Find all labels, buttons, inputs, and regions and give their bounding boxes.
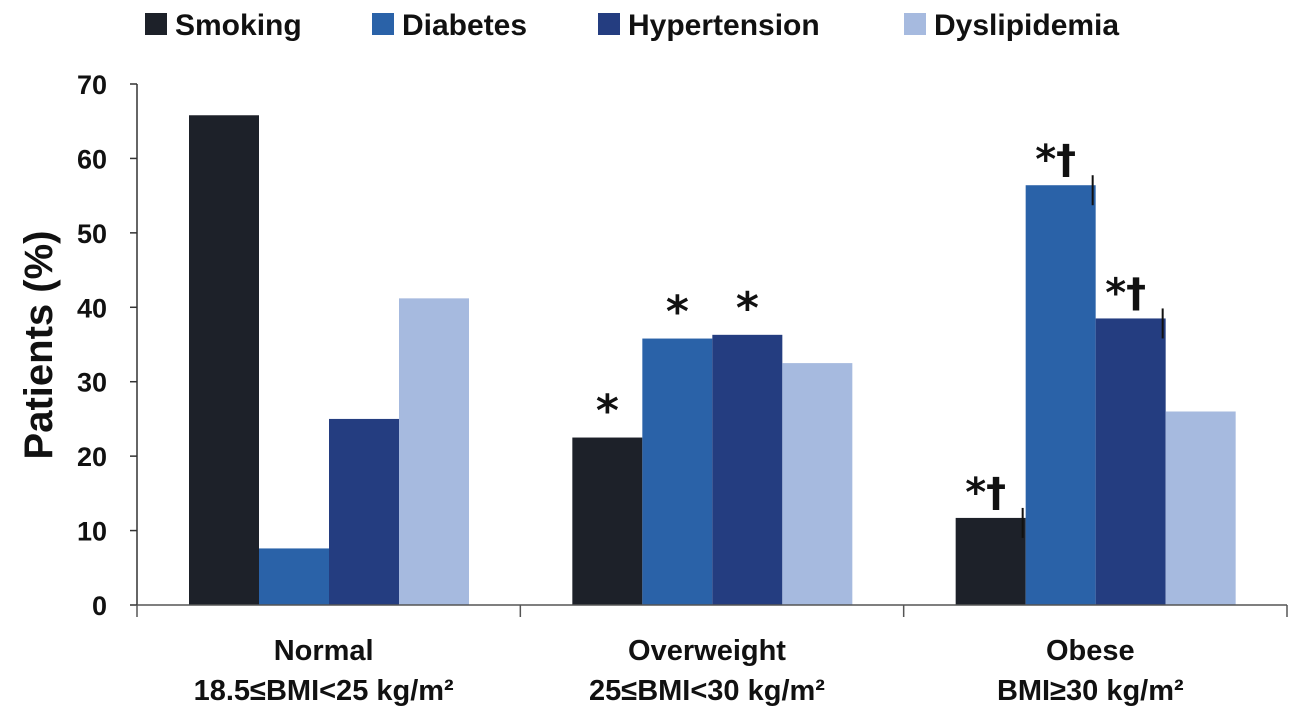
legend-label-hypertension: Hypertension <box>628 9 820 42</box>
category-label-1: Overweight <box>628 635 786 667</box>
legend-label-smoking: Smoking <box>175 9 302 42</box>
bars <box>189 115 1236 606</box>
bar-hypertension-1 <box>712 334 783 605</box>
y-tick-label: 20 <box>77 442 107 472</box>
legend: Smoking Diabetes Hypertension Dyslipidemia <box>145 9 1119 42</box>
bar-hypertension-0 <box>329 418 399 605</box>
y-tick-label: 30 <box>77 368 107 398</box>
legend-swatch-smoking <box>145 13 167 35</box>
significance-marker: *† <box>1035 137 1076 183</box>
bar-diabetes-2 <box>1025 185 1096 606</box>
bar-hypertension-2 <box>1095 318 1166 605</box>
category-range-0: 18.5≤BMI<25 kg/m² <box>194 675 454 707</box>
significance-marker: * <box>666 287 689 338</box>
significance-marker: * <box>736 283 759 334</box>
significance-marker: * <box>596 386 619 437</box>
y-axis-title: Patients (%) <box>17 231 61 460</box>
legend-swatch-hypertension <box>598 13 620 35</box>
bar-smoking-1 <box>572 437 643 605</box>
y-tick-label: 50 <box>77 219 107 249</box>
category-range-1: 25≤BMI<30 kg/m² <box>589 675 825 707</box>
y-tick-label: 40 <box>77 293 107 323</box>
category-label-0: Normal <box>274 635 374 667</box>
bar-diabetes-1 <box>642 338 713 605</box>
category-label-2: Obese <box>1046 635 1135 667</box>
legend-swatch-diabetes <box>372 13 394 35</box>
significance-marker: *† <box>1105 270 1146 316</box>
legend-label-dyslipidemia: Dyslipidemia <box>934 9 1119 42</box>
x-axis-category-labels: Normal 18.5≤BMI<25 kg/m² Overweight 25≤BMI<… <box>194 635 1184 707</box>
bar-dyslipidemia-1 <box>782 363 853 605</box>
significance-annotations: * * * *† *† *† <box>596 137 1164 538</box>
significance-marker: *† <box>965 470 1006 516</box>
y-tick-label: 10 <box>77 517 107 547</box>
legend-swatch-dyslipidemia <box>904 13 926 35</box>
y-axis-ticks: 0 10 20 30 40 50 60 70 <box>77 70 138 621</box>
bar-dyslipidemia-0 <box>399 298 469 605</box>
bar-diabetes-0 <box>259 548 329 605</box>
bar-smoking-2 <box>955 517 1026 605</box>
category-range-2: BMI≥30 kg/m² <box>997 675 1184 707</box>
legend-label-diabetes: Diabetes <box>402 9 527 42</box>
y-tick-label: 70 <box>77 70 107 100</box>
x-axis <box>136 604 1288 617</box>
bar-dyslipidemia-2 <box>1165 411 1236 605</box>
y-tick-label: 0 <box>92 591 107 621</box>
y-tick-label: 60 <box>77 144 107 174</box>
bar-smoking-0 <box>189 115 259 605</box>
